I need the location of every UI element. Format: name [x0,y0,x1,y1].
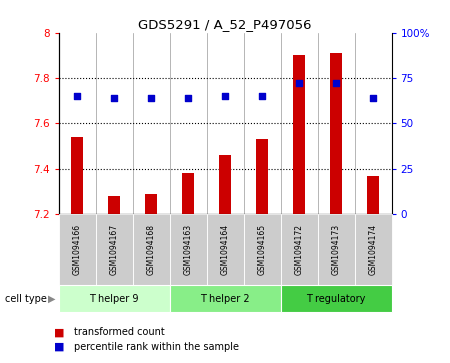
Text: GSM1094172: GSM1094172 [294,224,303,275]
Text: T helper 2: T helper 2 [200,294,250,303]
Text: GSM1094167: GSM1094167 [109,224,118,275]
Text: GSM1094163: GSM1094163 [184,224,193,275]
Point [369,95,377,101]
Bar [144,194,158,214]
Bar [292,55,306,214]
Point [221,93,229,99]
Text: ▶: ▶ [48,294,55,303]
Text: T regulatory: T regulatory [306,294,366,303]
Point [295,81,302,86]
Bar [329,53,342,214]
Text: ■: ■ [54,327,64,337]
Point [258,93,265,99]
Text: cell type: cell type [4,294,46,303]
Text: ■: ■ [54,342,64,352]
Text: GSM1094165: GSM1094165 [257,224,266,275]
Bar [219,155,231,214]
Text: transformed count: transformed count [74,327,165,337]
Text: GSM1094173: GSM1094173 [332,224,341,275]
Text: GSM1094174: GSM1094174 [369,224,378,275]
Text: GSM1094164: GSM1094164 [220,224,230,275]
Bar [181,174,194,214]
Title: GDS5291 / A_52_P497056: GDS5291 / A_52_P497056 [138,19,312,32]
Point [333,81,340,86]
Point [184,95,192,101]
Text: T helper 9: T helper 9 [89,294,139,303]
Point [73,93,81,99]
Bar [108,196,121,214]
Text: percentile rank within the sample: percentile rank within the sample [74,342,239,352]
Bar [367,176,379,214]
Text: GSM1094166: GSM1094166 [72,224,81,275]
Bar [71,137,84,214]
Point [148,95,155,101]
Point [110,95,117,101]
Text: GSM1094168: GSM1094168 [147,224,156,275]
Bar [256,139,269,214]
